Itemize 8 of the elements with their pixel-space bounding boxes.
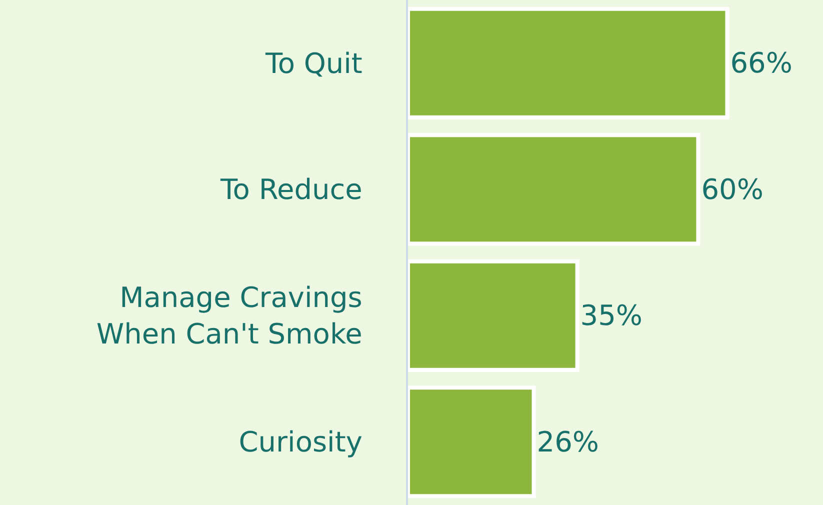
data-label: 66% [730, 46, 792, 80]
data-label: 26% [536, 425, 599, 458]
data-label: 60% [701, 172, 764, 206]
y-tick-label: Manage Cravings When Can't Smoke [96, 281, 362, 351]
data-label: 35% [580, 299, 643, 332]
y-tick-label: To Quit [264, 46, 362, 80]
y-tick-label: To Reduce [219, 173, 362, 206]
y-tick-label: Curiosity [238, 426, 362, 459]
